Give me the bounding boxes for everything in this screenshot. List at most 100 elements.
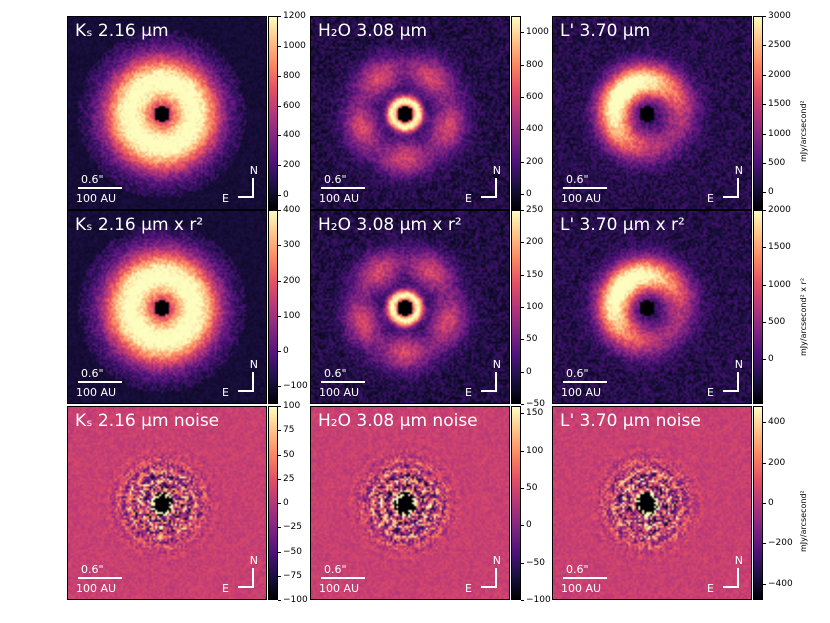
scale-bar — [78, 187, 122, 189]
colorbar-tick-mark — [278, 280, 281, 282]
scale-physical-label: 100 AU — [561, 582, 602, 595]
colorbar — [268, 210, 278, 404]
colorbar-tick-label: 50 — [526, 483, 538, 494]
panel-title: Kₛ 2.16 µm x r² — [75, 215, 204, 235]
panel-title: H₂O 3.08 µm noise — [318, 411, 478, 431]
colorbar — [268, 406, 278, 600]
colorbar-tick-mark — [521, 413, 524, 415]
colorbar-tick-mark — [763, 503, 766, 504]
colorbar-tick-mark — [278, 135, 281, 137]
scale-angular-label: 0.6" — [324, 563, 347, 576]
image-panel-6: L' 3.70 µm x r² 0.6" 100 AU N E — [552, 210, 752, 404]
colorbar-tick-mark — [278, 45, 281, 47]
colorbar-tick-label: 400 — [526, 124, 544, 135]
colorbar — [511, 16, 521, 210]
colorbar — [753, 16, 763, 210]
colorbar-tick-mark — [278, 315, 281, 317]
scale-physical-label: 100 AU — [76, 582, 117, 595]
colorbar-tick-label: 2000 — [768, 69, 791, 80]
colorbar-tick-label: −100 — [283, 381, 308, 392]
colorbar-tick-mark — [521, 488, 524, 490]
astronomical-image — [311, 407, 509, 599]
colorbar-tick-label: 2000 — [768, 205, 791, 215]
colorbar-tick-mark — [521, 64, 524, 66]
colorbar-tick-mark — [763, 583, 766, 585]
colorbar-tick-label: −100 — [283, 595, 308, 605]
colorbar-tick-mark — [521, 242, 524, 244]
compass-north-arm — [252, 178, 254, 198]
colorbar-tick-mark — [278, 600, 281, 601]
colorbar-tick-mark — [278, 503, 281, 504]
compass-east-label: E — [707, 386, 714, 399]
colorbar-tick-label: 200 — [283, 275, 301, 286]
compass-north-label: N — [734, 164, 743, 177]
colorbar-tick-mark — [278, 165, 281, 167]
colorbar-tick-mark — [521, 562, 524, 564]
colorbar-tick-label: 1000 — [768, 279, 791, 290]
scale-bar — [563, 187, 607, 189]
scale-bar — [78, 577, 122, 579]
colorbar-tick-label: −75 — [283, 570, 302, 581]
colorbar-tick-mark — [278, 75, 281, 77]
colorbar-tick-mark — [278, 454, 281, 456]
compass-east-label: E — [707, 582, 714, 595]
scale-angular-label: 0.6" — [81, 563, 104, 576]
compass-east-arm — [481, 586, 497, 588]
astronomical-image — [311, 211, 509, 403]
panel-title: H₂O 3.08 µm x r² — [318, 215, 462, 235]
colorbar-tick-mark — [763, 543, 766, 545]
colorbar-tick-mark — [521, 307, 524, 308]
panel-title: Kₛ 2.16 µm — [75, 21, 169, 41]
scale-physical-label: 100 AU — [319, 386, 360, 399]
compass-east-label: E — [707, 192, 714, 205]
colorbar-tick-mark — [763, 359, 766, 361]
colorbar-tick-label: 1500 — [768, 99, 791, 110]
colorbar-tick-label: 150 — [526, 269, 544, 280]
image-panel-5: H₂O 3.08 µm x r² 0.6" 100 AU N E — [310, 210, 510, 404]
colorbar-tick-label: 1500 — [768, 242, 791, 253]
compass-north-label: N — [492, 164, 501, 177]
colorbar-tick-label: 500 — [768, 157, 786, 168]
colorbar-tick-mark — [521, 161, 524, 163]
colorbar-tick-label: 300 — [283, 240, 301, 251]
scale-bar — [78, 381, 122, 383]
colorbar-tick-label: 1000 — [283, 40, 306, 51]
compass-east-arm — [481, 390, 497, 392]
colorbar-label: mJy/arcsecond² — [799, 490, 808, 552]
colorbar-tick-mark — [763, 104, 766, 106]
scale-physical-label: 100 AU — [561, 192, 602, 205]
scale-physical-label: 100 AU — [76, 386, 117, 399]
colorbar-tick-label: 150 — [526, 408, 544, 419]
colorbar-tick-label: 200 — [526, 237, 544, 248]
scale-angular-label: 0.6" — [324, 173, 347, 186]
colorbar-tick-label: 800 — [526, 59, 544, 70]
image-panel-9: L' 3.70 µm noise 0.6" 100 AU N E — [552, 406, 752, 600]
colorbar-tick-label: 1000 — [768, 128, 791, 139]
scale-bar — [321, 577, 365, 579]
colorbar-tick-label: 400 — [283, 130, 301, 141]
scale-physical-label: 100 AU — [319, 192, 360, 205]
scale-angular-label: 0.6" — [81, 367, 104, 380]
colorbar-tick-mark — [521, 96, 524, 98]
colorbar-tick-mark — [521, 193, 524, 195]
compass-north-arm — [252, 372, 254, 392]
scale-angular-label: 0.6" — [566, 173, 589, 186]
compass-east-label: E — [465, 582, 472, 595]
colorbar-tick-mark — [521, 210, 524, 211]
colorbar-tick-mark — [521, 32, 524, 34]
colorbar-tick-mark — [521, 339, 524, 341]
compass-east-arm — [238, 586, 254, 588]
panel-title: L' 3.70 µm x r² — [560, 215, 685, 235]
colorbar-tick-mark — [278, 210, 281, 211]
colorbar-tick-label: 0 — [526, 366, 532, 377]
colorbar-tick-label: 200 — [526, 156, 544, 167]
colorbar-tick-mark — [278, 478, 281, 480]
compass-north-label: N — [492, 358, 501, 371]
colorbar-tick-mark — [763, 284, 766, 286]
colorbar-tick-mark — [763, 422, 766, 424]
scale-bar — [563, 381, 607, 383]
panel-title: L' 3.70 µm — [560, 21, 651, 41]
colorbar-tick-mark — [278, 351, 281, 353]
